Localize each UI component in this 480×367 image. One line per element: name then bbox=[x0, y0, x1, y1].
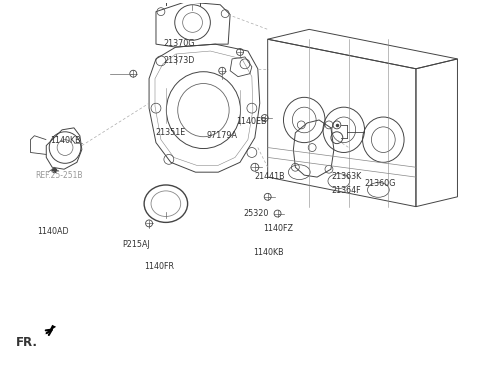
Text: 21441B: 21441B bbox=[254, 172, 285, 181]
Text: 21363K: 21363K bbox=[331, 172, 361, 181]
Text: 21373D: 21373D bbox=[163, 56, 194, 65]
Text: 97179A: 97179A bbox=[207, 131, 238, 140]
Text: 1140EB: 1140EB bbox=[236, 117, 267, 126]
Text: 25320: 25320 bbox=[244, 208, 269, 218]
Text: FR.: FR. bbox=[16, 336, 38, 349]
Text: 21370G: 21370G bbox=[163, 39, 195, 48]
Polygon shape bbox=[44, 325, 56, 335]
Text: 21351E: 21351E bbox=[156, 128, 186, 137]
Text: REF.25-251B: REF.25-251B bbox=[35, 171, 83, 180]
Text: P215AJ: P215AJ bbox=[122, 240, 150, 250]
Text: 1140KB: 1140KB bbox=[253, 248, 284, 257]
Text: 21360G: 21360G bbox=[364, 179, 396, 188]
Text: 1140FZ: 1140FZ bbox=[263, 224, 293, 233]
Text: 1140AD: 1140AD bbox=[37, 227, 69, 236]
Text: 1140FR: 1140FR bbox=[144, 262, 174, 271]
Text: 1140KB: 1140KB bbox=[50, 137, 81, 145]
Text: 21364F: 21364F bbox=[331, 186, 360, 195]
